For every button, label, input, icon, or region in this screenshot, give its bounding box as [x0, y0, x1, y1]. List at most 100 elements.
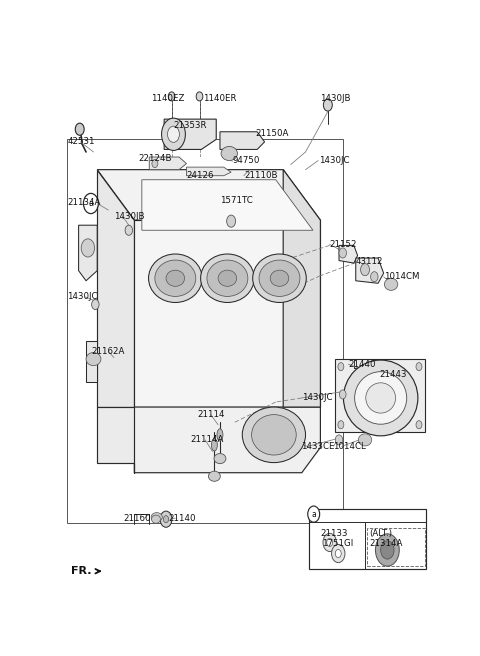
Text: 1751GI: 1751GI — [322, 539, 353, 548]
Text: 21443: 21443 — [379, 370, 407, 379]
Circle shape — [327, 539, 333, 546]
Text: 1014CM: 1014CM — [384, 272, 419, 281]
Ellipse shape — [214, 453, 226, 464]
Polygon shape — [97, 170, 134, 407]
Ellipse shape — [201, 254, 254, 302]
Ellipse shape — [270, 270, 289, 286]
Polygon shape — [335, 359, 424, 432]
Text: 21140: 21140 — [168, 514, 195, 523]
Circle shape — [416, 420, 422, 429]
Ellipse shape — [366, 383, 396, 413]
Polygon shape — [220, 132, 264, 150]
Circle shape — [360, 264, 370, 276]
Text: a: a — [88, 199, 94, 208]
Text: 21440: 21440 — [348, 359, 376, 369]
Ellipse shape — [207, 260, 248, 297]
Polygon shape — [134, 407, 321, 473]
FancyBboxPatch shape — [309, 509, 426, 569]
Text: 21160: 21160 — [123, 514, 151, 523]
Circle shape — [324, 99, 332, 111]
Text: 21150A: 21150A — [255, 129, 288, 138]
Circle shape — [125, 225, 132, 236]
Polygon shape — [339, 245, 358, 263]
Text: 21110B: 21110B — [244, 171, 277, 180]
Ellipse shape — [359, 434, 372, 446]
Text: (ALT.): (ALT.) — [370, 529, 393, 538]
Text: 21152: 21152 — [330, 240, 357, 249]
Ellipse shape — [384, 278, 398, 291]
Circle shape — [335, 435, 343, 445]
Ellipse shape — [218, 270, 237, 286]
Text: 1430JC: 1430JC — [67, 293, 98, 301]
Polygon shape — [186, 167, 231, 176]
Circle shape — [375, 534, 399, 566]
Ellipse shape — [259, 260, 300, 297]
Text: 21133: 21133 — [321, 529, 348, 538]
Text: 43112: 43112 — [356, 257, 383, 266]
Ellipse shape — [166, 270, 185, 286]
Ellipse shape — [221, 146, 238, 161]
Circle shape — [308, 506, 320, 522]
Circle shape — [338, 420, 344, 429]
Text: 1430JB: 1430JB — [321, 94, 351, 104]
Text: 1571TC: 1571TC — [220, 196, 252, 205]
Ellipse shape — [152, 515, 160, 523]
Text: 1140ER: 1140ER — [203, 94, 237, 104]
Circle shape — [381, 541, 394, 559]
Circle shape — [332, 544, 345, 563]
Ellipse shape — [217, 429, 223, 441]
Ellipse shape — [252, 415, 296, 455]
Polygon shape — [356, 258, 384, 283]
Polygon shape — [134, 220, 321, 407]
Circle shape — [196, 92, 203, 101]
Circle shape — [416, 363, 422, 371]
Text: 21134A: 21134A — [67, 198, 101, 207]
Text: 1014CL: 1014CL — [333, 442, 365, 451]
Text: 1430JC: 1430JC — [302, 394, 332, 402]
Ellipse shape — [208, 471, 220, 482]
Circle shape — [168, 126, 180, 142]
Text: FR.: FR. — [71, 566, 92, 576]
Ellipse shape — [211, 439, 217, 451]
Ellipse shape — [242, 407, 305, 462]
Ellipse shape — [355, 372, 407, 424]
Circle shape — [335, 550, 341, 558]
Text: 94750: 94750 — [233, 156, 260, 165]
Polygon shape — [283, 170, 321, 407]
Text: 21114: 21114 — [197, 410, 224, 419]
Polygon shape — [79, 225, 97, 281]
Text: 22124B: 22124B — [138, 154, 172, 163]
Text: 1430JB: 1430JB — [114, 212, 144, 220]
Circle shape — [92, 299, 99, 310]
Text: 24126: 24126 — [186, 171, 214, 180]
Polygon shape — [142, 180, 313, 230]
Circle shape — [323, 533, 336, 552]
Circle shape — [168, 92, 175, 101]
Text: 21314A: 21314A — [370, 539, 403, 548]
Circle shape — [162, 118, 185, 150]
Polygon shape — [86, 341, 97, 382]
Polygon shape — [149, 157, 186, 170]
Circle shape — [152, 159, 158, 168]
Text: 1433CE: 1433CE — [300, 442, 334, 451]
Ellipse shape — [86, 352, 101, 365]
Text: 1140EZ: 1140EZ — [151, 94, 184, 104]
Text: 21353R: 21353R — [173, 121, 207, 130]
Circle shape — [163, 516, 168, 523]
Circle shape — [339, 248, 347, 258]
Polygon shape — [97, 407, 134, 473]
Circle shape — [227, 215, 236, 227]
Ellipse shape — [155, 260, 196, 297]
Polygon shape — [97, 170, 321, 220]
Text: 21114A: 21114A — [190, 436, 224, 444]
Ellipse shape — [148, 254, 202, 302]
Text: 42531: 42531 — [67, 137, 95, 146]
Circle shape — [81, 239, 95, 257]
Ellipse shape — [344, 360, 418, 436]
Text: a: a — [312, 510, 316, 519]
Ellipse shape — [252, 254, 306, 302]
Circle shape — [84, 194, 98, 214]
Circle shape — [338, 363, 344, 371]
Text: 1430JC: 1430JC — [319, 156, 349, 165]
Circle shape — [371, 272, 378, 282]
